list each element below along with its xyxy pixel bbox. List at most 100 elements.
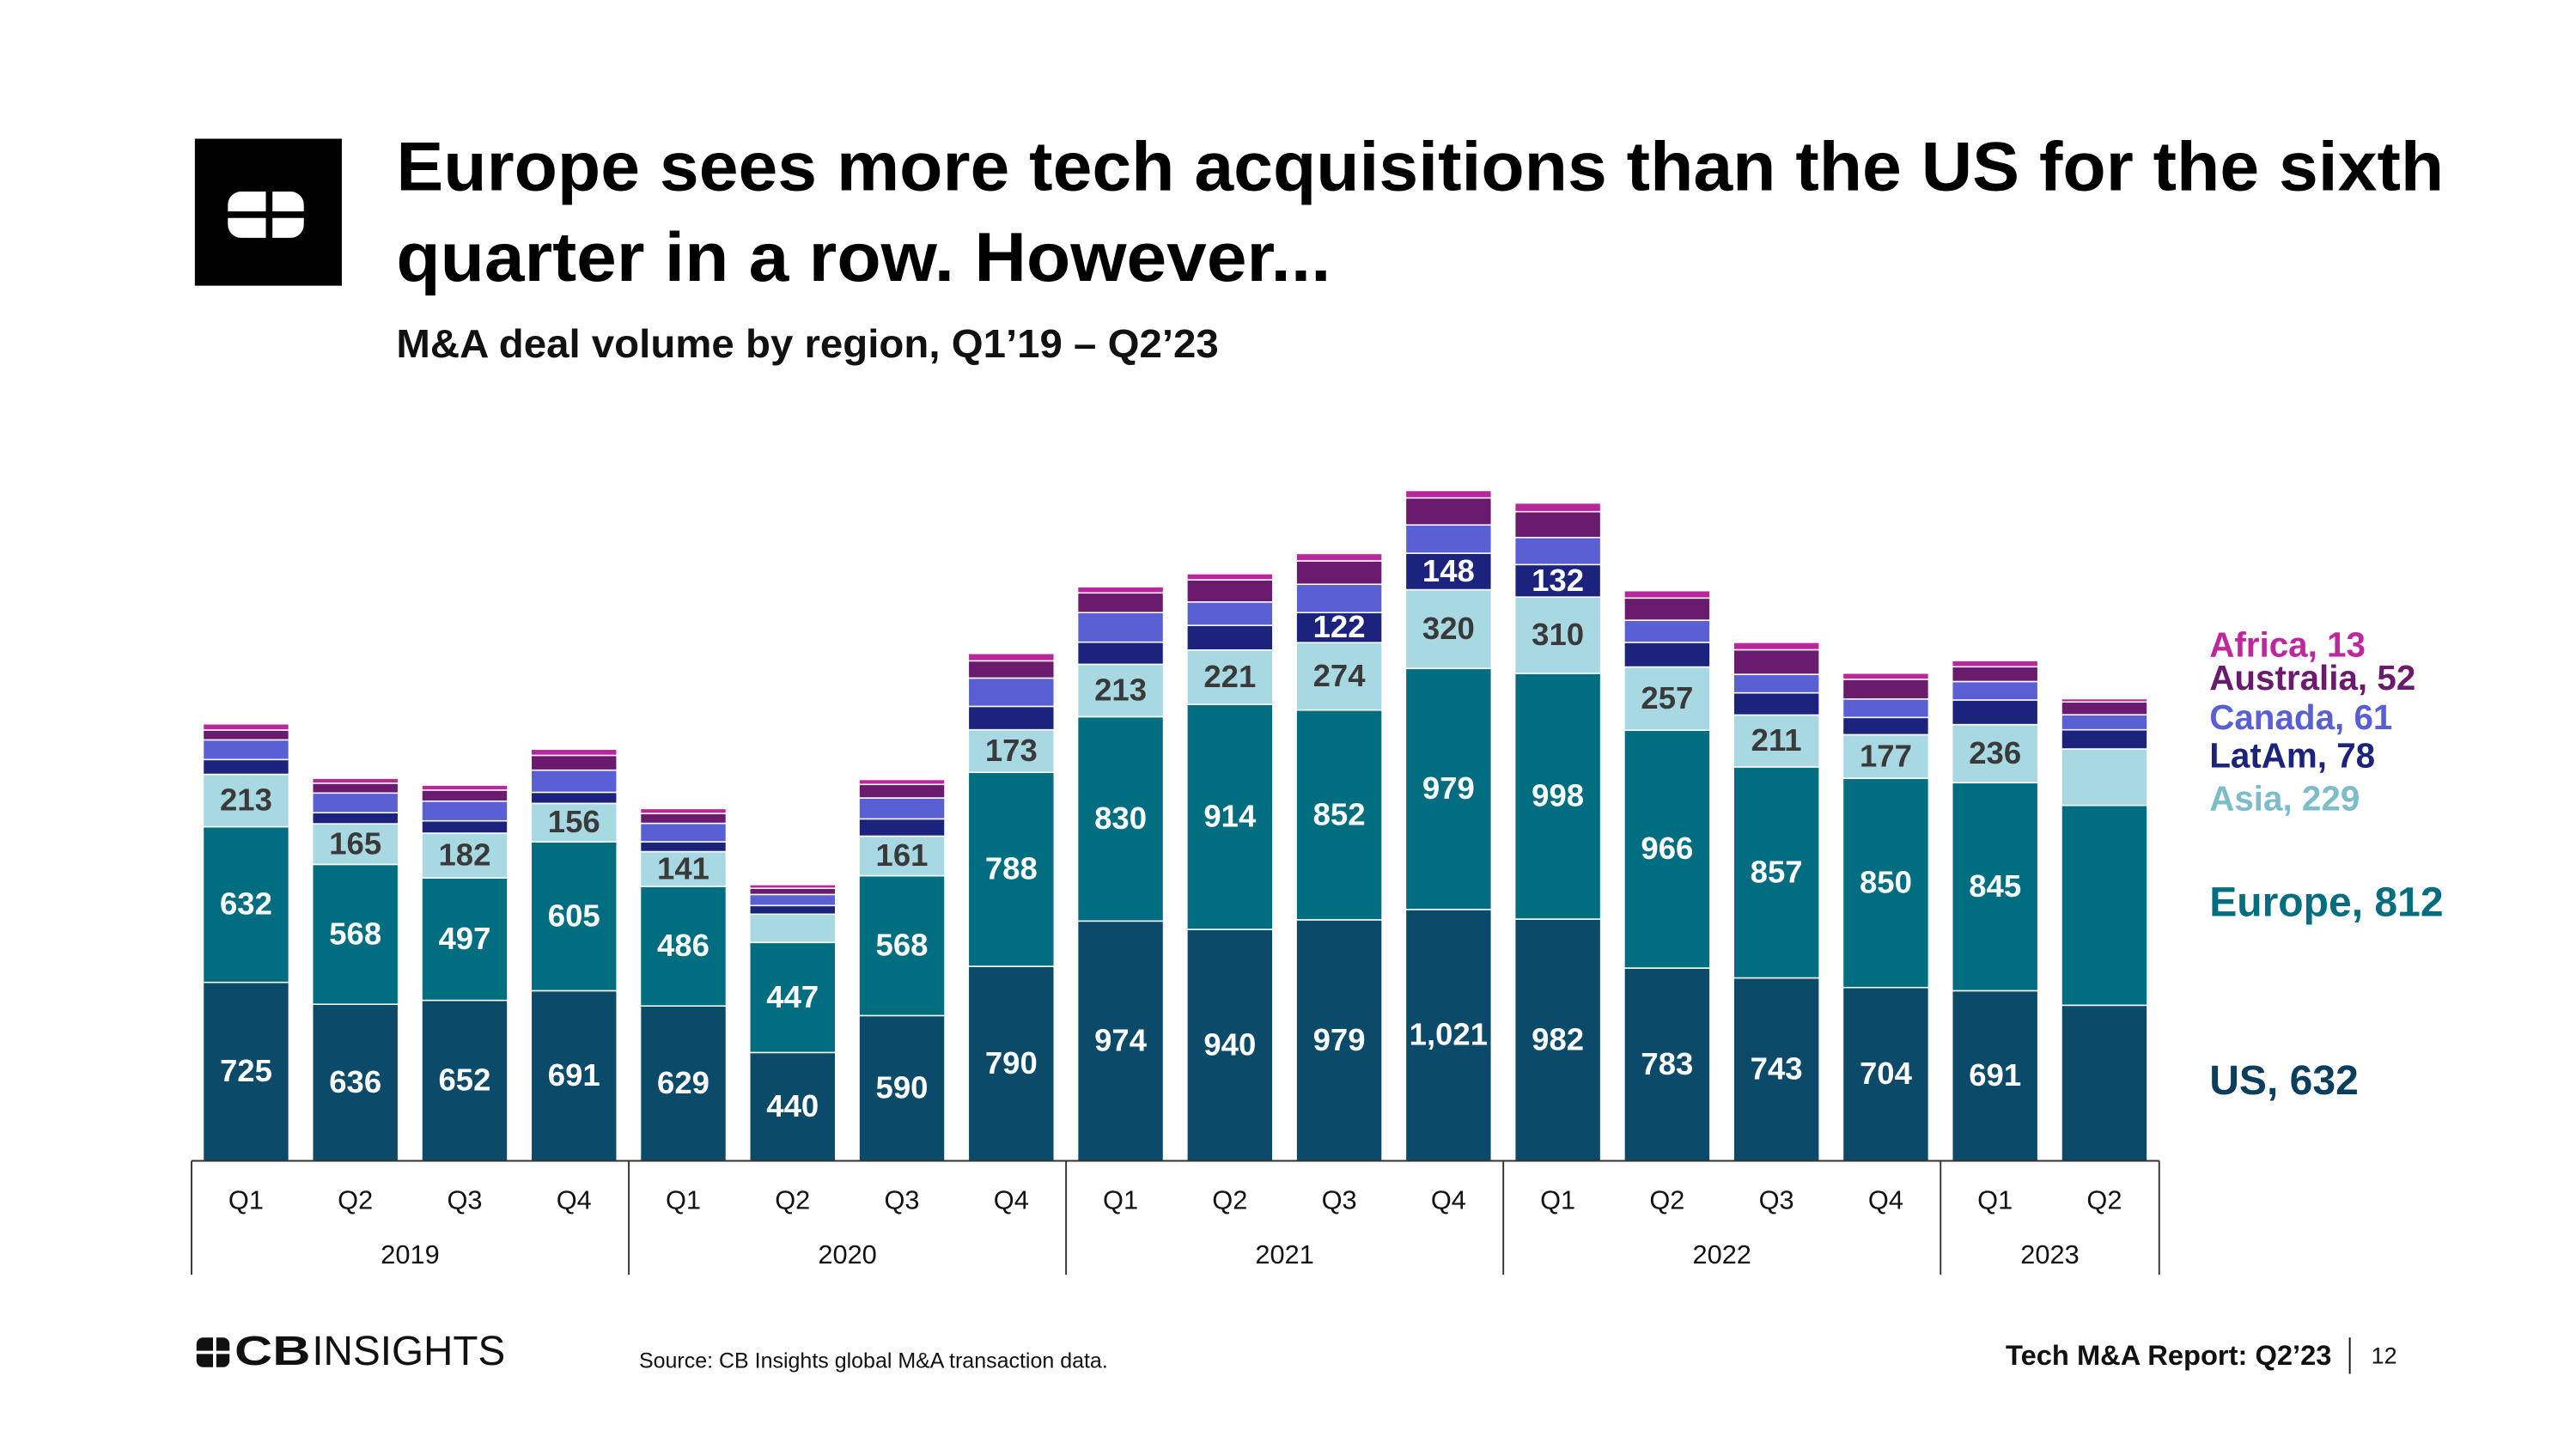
bar-segment: [1404, 667, 1493, 910]
legend-separator: ,: [2335, 697, 2354, 737]
value-label: 632: [220, 886, 272, 922]
bar-segment: [639, 813, 728, 825]
value-label: 979: [1422, 770, 1475, 806]
bar-segment: [967, 653, 1056, 662]
value-label: 636: [329, 1064, 381, 1099]
value-label: 213: [220, 782, 272, 818]
value-label: 845: [1969, 868, 2021, 904]
bar-segment: [967, 771, 1056, 967]
legend-separator: ,: [2282, 778, 2301, 818]
bar-segment: [1623, 597, 1711, 621]
bar-segment: [1186, 601, 1274, 626]
bar-segment: [1733, 977, 1820, 1162]
bar-segment: [530, 748, 618, 757]
bar-segment: [1076, 586, 1165, 594]
bar-segment: [202, 825, 290, 983]
bar-segment: [858, 797, 946, 820]
value-label: 310: [1532, 617, 1584, 652]
bar-segment: [1842, 672, 1930, 680]
bar-segment: [1295, 612, 1383, 643]
bar-segment: [1186, 703, 1274, 930]
bar-segment: [749, 904, 837, 916]
bar-segment: [1404, 909, 1493, 1162]
bar-segment: [202, 722, 290, 731]
value-label: 743: [1751, 1051, 1803, 1087]
bar-segment: [639, 822, 728, 843]
value-label: 211: [1751, 722, 1802, 758]
title-line: Europe sees more tech acquisitions than …: [396, 128, 2444, 205]
bar-segment: [1733, 714, 1820, 768]
bar-segment: [1186, 649, 1274, 705]
value-label: 966: [1641, 831, 1693, 866]
bar-segment: [311, 823, 399, 866]
value-label: 857: [1751, 854, 1803, 889]
bar-segment: [1951, 699, 2039, 726]
title-line: quarter in a row. However...: [396, 219, 1331, 296]
value-label: 605: [548, 898, 600, 933]
group-label: 2020: [818, 1239, 876, 1269]
x-tick-label: Q1: [1977, 1185, 2013, 1215]
legend-value: 52: [2377, 658, 2415, 697]
legend-name: Canada: [2209, 697, 2335, 737]
bar-segment: [1295, 709, 1383, 921]
value-label: 148: [1422, 553, 1475, 588]
value-label: 122: [1313, 609, 1366, 644]
legend-label: Africa, 13: [2209, 624, 2366, 664]
bar-segment: [1623, 642, 1711, 668]
value-label: 590: [876, 1070, 929, 1105]
legend-value: 13: [2327, 624, 2366, 664]
legend-label: Canada, 61: [2209, 697, 2392, 737]
bar-segment: [858, 818, 946, 837]
bar-segment: [1076, 641, 1165, 666]
bar-segment: [421, 877, 509, 1002]
bar-segment: [1951, 782, 2039, 992]
value-label: 568: [329, 916, 381, 951]
bar-segment: [202, 758, 290, 776]
bar-segment: [858, 783, 946, 799]
bar-segment: [1186, 573, 1274, 581]
value-label: 213: [1094, 672, 1147, 707]
legend-name: Europe: [2209, 879, 2352, 925]
x-tick-label: Q4: [1868, 1185, 1903, 1215]
bar-segment: [202, 739, 290, 761]
bar-segment: [202, 729, 290, 741]
value-label: 440: [766, 1088, 819, 1123]
bar-segment: [1295, 642, 1383, 711]
source-note: Source: CB Insights global M&A transacti…: [639, 1349, 1108, 1373]
logo-text: INSIGHTS: [312, 1328, 505, 1374]
bar-segment: [1076, 663, 1165, 718]
legend-name: US: [2209, 1057, 2267, 1104]
bar-segment: [311, 792, 399, 813]
bar-segment: [858, 778, 946, 786]
bar-segment: [2061, 1004, 2148, 1162]
bar-segment: [311, 777, 399, 784]
bar-segment: [530, 791, 618, 805]
bar-segment: [530, 754, 618, 771]
bar-segment: [1295, 552, 1383, 562]
bar-segment: [202, 981, 290, 1162]
bar-segment: [639, 1005, 728, 1162]
bar-segment: [1076, 920, 1165, 1162]
value-label: 629: [657, 1065, 709, 1100]
x-tick-label: Q4: [557, 1185, 592, 1215]
report-name: Tech M&A Report: Q2’23: [2006, 1339, 2331, 1371]
bar-segment: [1404, 496, 1493, 526]
value-label: 704: [1860, 1056, 1913, 1091]
bar-segment: [749, 887, 837, 896]
x-tick-label: Q2: [2086, 1185, 2122, 1215]
bar-segment: [749, 913, 837, 944]
bar-segment: [1842, 734, 1930, 779]
bar-segment: [530, 802, 618, 843]
bar-segment: [2061, 697, 2148, 703]
value-label: 447: [766, 979, 819, 1014]
bar-segment: [421, 800, 509, 822]
value-label: 691: [1969, 1057, 2021, 1093]
value-label: 725: [220, 1053, 272, 1088]
value-label: 274: [1313, 658, 1367, 693]
value-label: 236: [1969, 735, 2021, 770]
x-tick-label: Q1: [228, 1185, 264, 1215]
bar-segment: [639, 807, 728, 814]
legend-value: 78: [2336, 735, 2375, 775]
value-label: 974: [1094, 1022, 1148, 1057]
legend-name: Australia: [2209, 658, 2358, 697]
